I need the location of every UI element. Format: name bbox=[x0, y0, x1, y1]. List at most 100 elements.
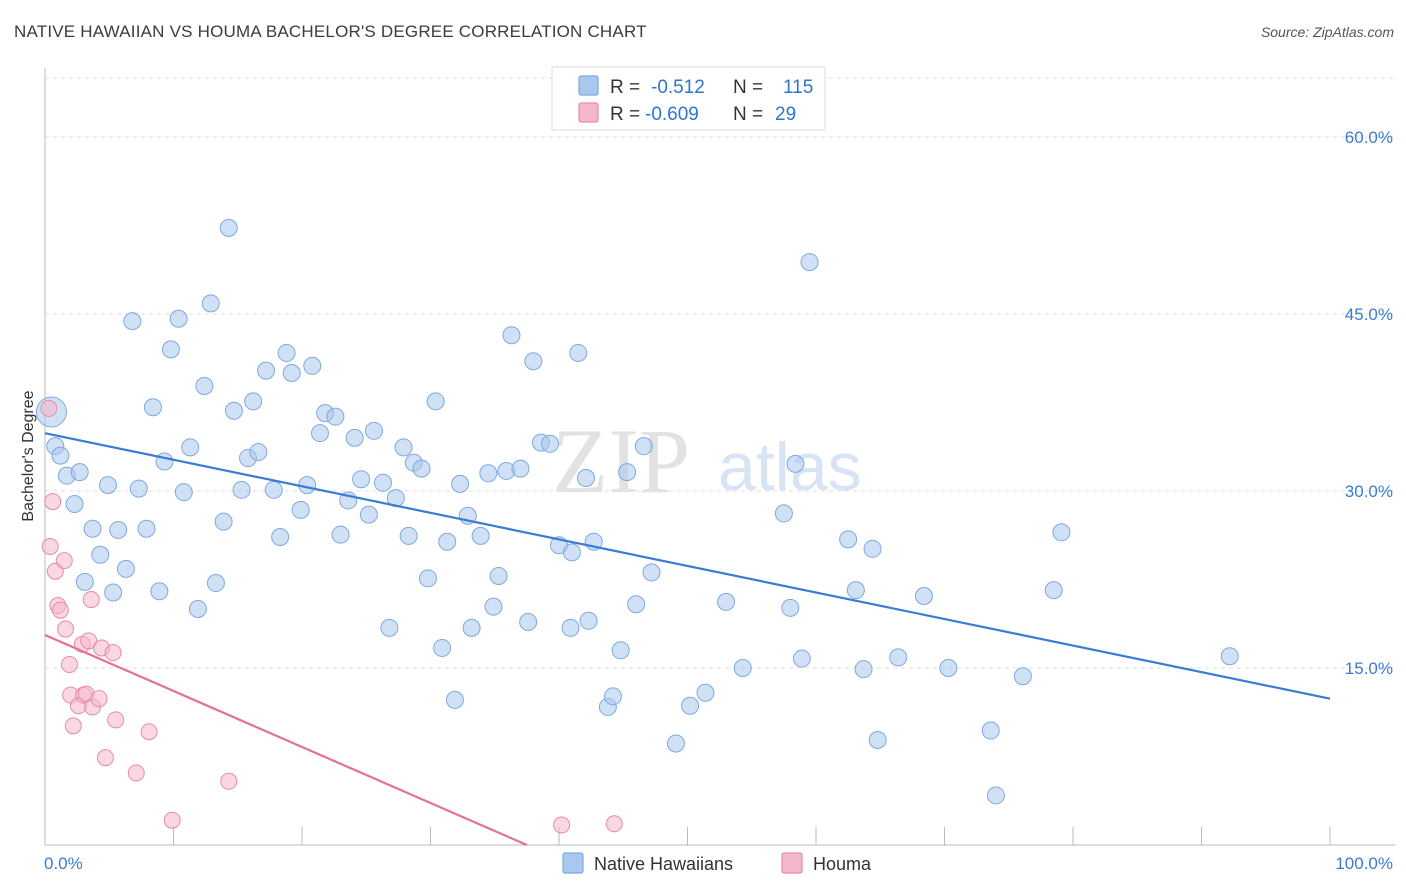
native-hawaiians-point-90 bbox=[642, 563, 661, 582]
native-hawaiians-point-86 bbox=[611, 641, 630, 660]
native-hawaiians-point-34 bbox=[257, 361, 276, 380]
native-hawaiians-point-103 bbox=[854, 660, 873, 679]
legend-n-value-2: 29 bbox=[775, 104, 796, 125]
native-hawaiians-point-6 bbox=[75, 572, 94, 591]
source-label: Source: ZipAtlas.com bbox=[1260, 24, 1394, 40]
native-hawaiians-point-8 bbox=[91, 545, 110, 564]
native-hawaiians-point-20 bbox=[169, 309, 188, 328]
houma-point-0 bbox=[40, 399, 58, 417]
houma-trend-line bbox=[44, 633, 528, 847]
legend: R = -0.512 N = 115 R = -0.609 N = 29 bbox=[551, 66, 826, 131]
native-hawaiians-point-27 bbox=[214, 512, 233, 531]
houma-point-6 bbox=[55, 552, 73, 570]
y-tick-label-3: 60.0% bbox=[1345, 128, 1393, 147]
legend-r-value-2: -0.609 bbox=[645, 104, 699, 125]
native-hawaiians-point-35 bbox=[264, 480, 283, 499]
native-hawaiians-point-42 bbox=[310, 424, 329, 443]
trend-lines bbox=[44, 432, 1331, 847]
native-hawaiians-point-78 bbox=[561, 618, 580, 637]
houma-point-23 bbox=[127, 764, 145, 782]
native-hawaiians-point-51 bbox=[373, 473, 392, 492]
native-hawaiians-point-110 bbox=[986, 786, 1005, 805]
native-hawaiians-point-60 bbox=[433, 638, 452, 657]
native-hawaiians-point-10 bbox=[104, 583, 123, 602]
houma-point-26 bbox=[220, 772, 238, 790]
houma-point-22 bbox=[107, 711, 125, 729]
native-hawaiians-point-30 bbox=[232, 480, 251, 499]
houma-point-5 bbox=[51, 601, 69, 619]
native-hawaiians-point-81 bbox=[576, 469, 595, 488]
axes bbox=[44, 68, 1395, 846]
legend-n-value-1: 115 bbox=[783, 77, 813, 98]
native-hawaiians-point-15 bbox=[137, 519, 156, 538]
legend-n-label-2: N = bbox=[733, 104, 763, 125]
legend-r-label-1: R = bbox=[610, 77, 640, 98]
houma-point-27 bbox=[553, 816, 571, 834]
native-hawaiians-point-93 bbox=[696, 683, 715, 702]
native-hawaiians-point-62 bbox=[445, 690, 464, 709]
x-tick-label-0: 0.0% bbox=[44, 854, 83, 873]
native-hawaiians-point-33 bbox=[249, 443, 268, 462]
native-hawaiians-point-55 bbox=[399, 526, 418, 545]
native-hawaiians-trend-line bbox=[44, 432, 1331, 700]
tick-labels: 15.0% 30.0% 45.0% 60.0% 0.0% 100.0% bbox=[44, 128, 1393, 873]
native-hawaiians-point-94 bbox=[717, 592, 736, 611]
houma-point-16 bbox=[82, 591, 100, 609]
native-hawaiians-point-9 bbox=[98, 476, 117, 495]
native-hawaiians-point-7 bbox=[83, 519, 102, 538]
legend-r-value-1: -0.512 bbox=[651, 77, 705, 98]
native-hawaiians-point-38 bbox=[282, 364, 301, 382]
native-hawaiians-point-58 bbox=[418, 569, 437, 588]
bottom-legend-swatch-houma bbox=[781, 852, 803, 874]
houma-point-20 bbox=[96, 749, 114, 767]
native-hawaiians-point-102 bbox=[846, 581, 865, 600]
houma-point-15 bbox=[80, 632, 98, 650]
watermark: ZIP atlas bbox=[552, 410, 862, 512]
native-hawaiians-point-63 bbox=[451, 474, 470, 493]
bottom-legend-swatch-native-hawaiians bbox=[562, 852, 584, 874]
native-hawaiians-point-68 bbox=[484, 597, 503, 616]
y-tick-label-0: 15.0% bbox=[1345, 659, 1393, 678]
native-hawaiians-point-16 bbox=[143, 398, 162, 417]
native-hawaiians-point-113 bbox=[1052, 523, 1071, 542]
houma-point-28 bbox=[605, 815, 623, 833]
legend-r-label-2: R = bbox=[610, 104, 640, 125]
native-hawaiians-point-74 bbox=[524, 352, 543, 371]
native-hawaiians-point-104 bbox=[863, 539, 882, 558]
native-hawaiians-point-59 bbox=[426, 392, 445, 411]
houma-point-7 bbox=[57, 620, 75, 638]
houma-point-25 bbox=[163, 811, 181, 829]
native-hawaiians-point-85 bbox=[603, 687, 622, 706]
native-hawaiians-point-112 bbox=[1044, 581, 1063, 600]
native-hawaiians-point-45 bbox=[331, 525, 350, 544]
native-hawaiians-point-114 bbox=[1220, 647, 1239, 666]
native-hawaiians-point-41 bbox=[303, 356, 322, 375]
native-hawaiians-point-44 bbox=[326, 407, 345, 426]
native-hawaiians-point-72 bbox=[511, 459, 530, 478]
native-hawaiians-point-48 bbox=[352, 470, 371, 489]
chart-title: NATIVE HAWAIIAN VS HOUMA BACHELOR'S DEGR… bbox=[14, 22, 647, 41]
native-hawaiians-point-109 bbox=[981, 721, 1000, 740]
houma-point-1 bbox=[41, 537, 59, 555]
native-hawaiians-point-2 bbox=[51, 446, 70, 465]
native-hawaiians-point-25 bbox=[201, 294, 220, 313]
native-hawaiians-point-12 bbox=[116, 559, 135, 578]
native-hawaiians-point-11 bbox=[109, 520, 128, 539]
native-hawaiians-point-73 bbox=[519, 612, 538, 631]
native-hawaiians-point-50 bbox=[364, 421, 383, 440]
native-hawaiians-point-91 bbox=[666, 734, 685, 753]
native-hawaiians-point-57 bbox=[412, 459, 431, 478]
native-hawaiians-point-49 bbox=[359, 505, 378, 524]
native-hawaiians-point-14 bbox=[129, 479, 148, 498]
bottom-legend-label-houma: Houma bbox=[813, 854, 872, 874]
houma-point-24 bbox=[140, 723, 158, 741]
native-hawaiians-point-101 bbox=[839, 530, 858, 549]
native-hawaiians-point-36 bbox=[271, 528, 290, 547]
native-hawaiians-point-79 bbox=[562, 543, 581, 562]
native-hawaiians-point-71 bbox=[502, 326, 521, 345]
native-hawaiians-point-95 bbox=[733, 659, 752, 677]
native-hawaiians-point-87 bbox=[618, 463, 637, 482]
native-hawaiians-point-80 bbox=[569, 343, 588, 362]
native-hawaiians-point-89 bbox=[634, 437, 653, 456]
